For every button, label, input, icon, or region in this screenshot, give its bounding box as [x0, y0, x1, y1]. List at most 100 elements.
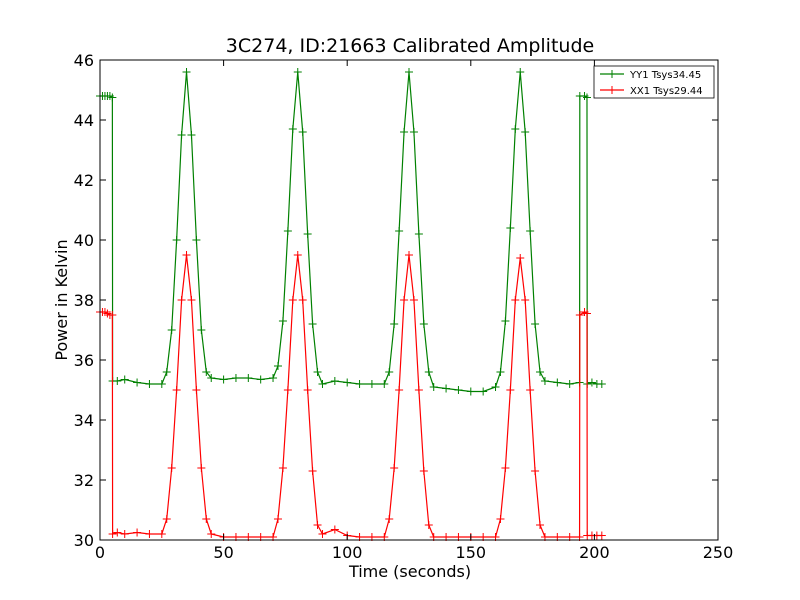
data-point [192, 236, 201, 244]
y-axis-label: Power in Kelvin [52, 239, 71, 360]
data-point [293, 251, 302, 259]
data-point [526, 227, 535, 235]
data-point [343, 378, 352, 387]
data-point [177, 296, 186, 304]
data-point [157, 530, 166, 538]
data-point [496, 515, 505, 523]
data-point [395, 386, 404, 394]
data-point [367, 380, 376, 388]
data-point [496, 368, 505, 376]
data-point [318, 530, 327, 538]
data-point [516, 68, 525, 76]
legend: YY1 Tsys34.45 XX1 Tsys29.44 [593, 65, 715, 99]
data-point [283, 386, 292, 394]
data-point [293, 68, 302, 76]
y-tick-label: 44 [74, 111, 94, 130]
data-point [231, 374, 240, 382]
y-tick-label: 42 [74, 171, 94, 190]
data-point [521, 128, 530, 136]
data-point [506, 386, 515, 394]
data-point [536, 521, 545, 529]
data-point [172, 386, 181, 394]
data-point [597, 531, 606, 540]
data-point [108, 530, 117, 538]
data-point [442, 384, 451, 393]
data-point [424, 521, 433, 529]
data-point [582, 309, 591, 318]
data-point [330, 377, 339, 385]
data-point [419, 467, 428, 475]
legend-marker [608, 86, 616, 94]
data-point [108, 93, 117, 102]
data-point [313, 368, 322, 376]
legend-label: YY1 Tsys34.45 [629, 70, 701, 81]
data-point [454, 386, 463, 394]
data-point [521, 296, 530, 304]
y-tick-label: 30 [74, 531, 94, 550]
data-point [308, 467, 317, 475]
legend-marker [608, 70, 616, 78]
data-point [167, 464, 176, 472]
data-point [202, 515, 211, 523]
data-point [531, 467, 540, 475]
data-point [308, 320, 317, 328]
y-tick-label: 36 [74, 351, 94, 370]
data-point [298, 296, 307, 304]
data-point [400, 296, 409, 304]
data-point [405, 68, 413, 76]
y-tick-label: 40 [74, 231, 94, 250]
data-point [414, 386, 423, 394]
data-point [273, 515, 282, 523]
data-point [273, 362, 282, 370]
data-point [202, 368, 211, 376]
data-point [187, 131, 196, 139]
y-ticks: 30 32 34 36 38 40 42 44 46 [74, 51, 718, 550]
data-point [313, 521, 322, 529]
data-point [409, 128, 418, 136]
data-point [177, 131, 186, 139]
data-point [553, 378, 562, 387]
data-point [120, 375, 129, 384]
data-point [536, 368, 545, 376]
data-point [540, 377, 549, 385]
data-point [516, 254, 525, 262]
data-point [318, 380, 327, 388]
data-point [526, 386, 535, 394]
data-point [501, 464, 510, 472]
x-ticks: 0 50 100 150 200 250 [95, 60, 733, 562]
data-point [108, 311, 117, 319]
data-point [207, 374, 216, 382]
data-point [157, 380, 166, 388]
data-point [283, 227, 292, 235]
data-point [491, 383, 500, 391]
data-point [424, 368, 433, 376]
data-point [330, 525, 339, 534]
data-point [278, 464, 287, 472]
data-point [182, 68, 191, 76]
data-point [395, 227, 404, 235]
x-axis-label: Time (seconds) [348, 562, 471, 581]
data-point [506, 224, 515, 232]
data-point [167, 326, 176, 334]
data-point [587, 378, 596, 387]
data-point [145, 380, 154, 388]
legend-box [593, 65, 715, 99]
x-tick-label: 250 [703, 543, 734, 562]
data-point [575, 311, 584, 319]
data-point [192, 386, 201, 394]
data-point [298, 128, 307, 136]
data-point [288, 296, 297, 304]
data-point [207, 530, 216, 538]
chart-title: 3C274, ID:21663 Calibrated Amplitude [226, 35, 594, 57]
data-point [219, 375, 228, 384]
data-point [501, 317, 510, 325]
data-point [582, 93, 591, 102]
y-tick-label: 38 [74, 291, 94, 310]
y-tick-label: 46 [74, 51, 94, 70]
data-point [269, 374, 278, 382]
y-tick-label: 34 [74, 411, 94, 430]
data-point [429, 383, 438, 391]
data-point [511, 125, 520, 133]
data-point [531, 320, 540, 328]
